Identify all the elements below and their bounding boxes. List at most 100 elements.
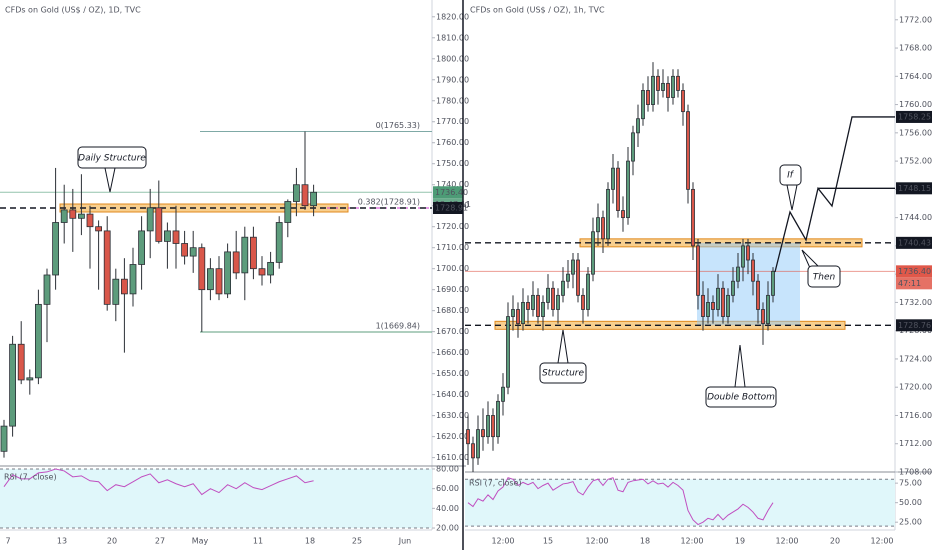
- y-tick-label: 1756.00: [899, 128, 932, 137]
- x-tick-label: 27: [155, 537, 165, 546]
- candle-body: [751, 259, 755, 282]
- rsi-band: [0, 468, 432, 529]
- candle-body: [726, 294, 730, 317]
- callout: Daily Structure: [77, 146, 147, 193]
- x-tick-label: 18: [305, 537, 315, 546]
- x-tick-label: May: [192, 537, 209, 546]
- price-badge: [433, 186, 463, 199]
- x-tick-label: 12:00: [870, 537, 893, 546]
- candle-body: [571, 259, 575, 275]
- chart-title: CFDs on Gold (US$ / OZ), 1h, TVC: [470, 6, 605, 15]
- candle-body: [551, 287, 555, 310]
- rsi-line: [3, 468, 314, 496]
- price-badge: [896, 182, 932, 195]
- y-tick-label: 1630.00: [436, 411, 469, 420]
- y-tick-label: 1740.00: [436, 180, 469, 189]
- candle-body: [731, 280, 735, 296]
- y-tick-label: 1752.00: [899, 157, 932, 166]
- candle-body: [711, 302, 715, 310]
- x-tick-label: 18: [640, 537, 650, 546]
- price-badge: [896, 110, 932, 123]
- callout: If: [779, 164, 802, 211]
- candle-body: [651, 75, 655, 105]
- candle-body: [626, 160, 630, 219]
- candle-body: [716, 287, 720, 310]
- candle-body: [566, 273, 570, 282]
- y-tick-label: 1800.00: [436, 54, 469, 63]
- y-tick-label: 1670.00: [436, 327, 469, 336]
- rsi-y-tick-label: 25.00: [899, 518, 922, 527]
- rsi-label: RSI (7, close): [4, 473, 57, 482]
- candle-body: [536, 294, 540, 317]
- x-tick-label: 15: [543, 537, 553, 546]
- fib-label: 0.382(1728.91): [358, 197, 420, 206]
- candle-body: [491, 415, 495, 438]
- y-tick-label: 1764.00: [899, 72, 932, 81]
- y-tick-label: 1690.00: [436, 285, 469, 294]
- candle-body: [596, 217, 600, 233]
- callout-pointer: [557, 329, 569, 364]
- candle-body: [241, 236, 249, 274]
- candle-body: [112, 278, 120, 305]
- price-badge: [896, 265, 932, 278]
- y-tick-label: 1712.00: [899, 439, 932, 448]
- callout-pointer: [734, 344, 746, 388]
- candle-body: [616, 167, 620, 211]
- callout-box: [77, 146, 147, 169]
- candle-body: [561, 280, 565, 296]
- candle-body: [172, 230, 180, 244]
- countdown-badge: [896, 277, 932, 290]
- candle-body: [26, 377, 34, 381]
- candle-body: [155, 207, 163, 242]
- y-tick-label: 1716.00: [899, 411, 932, 420]
- candle-body: [224, 251, 232, 295]
- candle-body: [766, 294, 770, 325]
- candle-body: [198, 247, 206, 291]
- callout-box: [779, 164, 802, 186]
- candle-body: [163, 230, 171, 242]
- y-tick-label: 1720.00: [899, 383, 932, 392]
- candle-body: [661, 82, 665, 91]
- candle-body: [591, 231, 595, 275]
- price-badge-label: 1728.91: [435, 203, 468, 212]
- x-tick-label: 7: [5, 537, 10, 546]
- rsi-line: [467, 477, 774, 526]
- candle-body: [701, 294, 705, 317]
- callout-box: [705, 386, 777, 408]
- candle-body: [511, 309, 515, 317]
- candle-body: [43, 274, 51, 305]
- y-tick-label: 1732.00: [899, 298, 932, 307]
- candle-body: [121, 278, 128, 295]
- rsi-y-tick-label: 75.00: [899, 479, 922, 488]
- y-tick-label: 1700.00: [436, 264, 469, 273]
- candle-body: [501, 386, 505, 402]
- candle-body: [35, 303, 42, 379]
- candle-body: [232, 251, 240, 274]
- y-tick-label: 1772.00: [899, 15, 932, 24]
- candle-body: [129, 264, 137, 295]
- candle-body: [60, 209, 68, 223]
- callout: Double Bottom: [705, 344, 777, 408]
- candle-body: [581, 294, 585, 310]
- candle-body: [636, 118, 640, 134]
- y-tick-label: 1780.00: [436, 96, 469, 105]
- candle-body: [541, 302, 545, 317]
- callout: Structure: [539, 329, 587, 384]
- candle-body: [746, 245, 750, 261]
- y-tick-label: 1768.00: [899, 44, 932, 53]
- candle-body: [9, 343, 17, 427]
- price-badge: [896, 319, 932, 332]
- x-tick-label: 12:00: [680, 537, 703, 546]
- fib-label: 0(1765.33): [376, 121, 420, 130]
- candle-body: [0, 425, 8, 452]
- candle-body: [78, 213, 85, 219]
- rsi-y-tick-label: 20.00: [436, 524, 459, 533]
- y-tick-label: 1660.00: [436, 348, 469, 357]
- price-badge-label: 1736.40: [898, 267, 931, 276]
- rsi-y-tick-label: 50.00: [899, 498, 922, 507]
- candle-body: [686, 111, 690, 190]
- y-tick-label: 1760.00: [899, 100, 932, 109]
- countdown-label: 47:11: [898, 279, 921, 288]
